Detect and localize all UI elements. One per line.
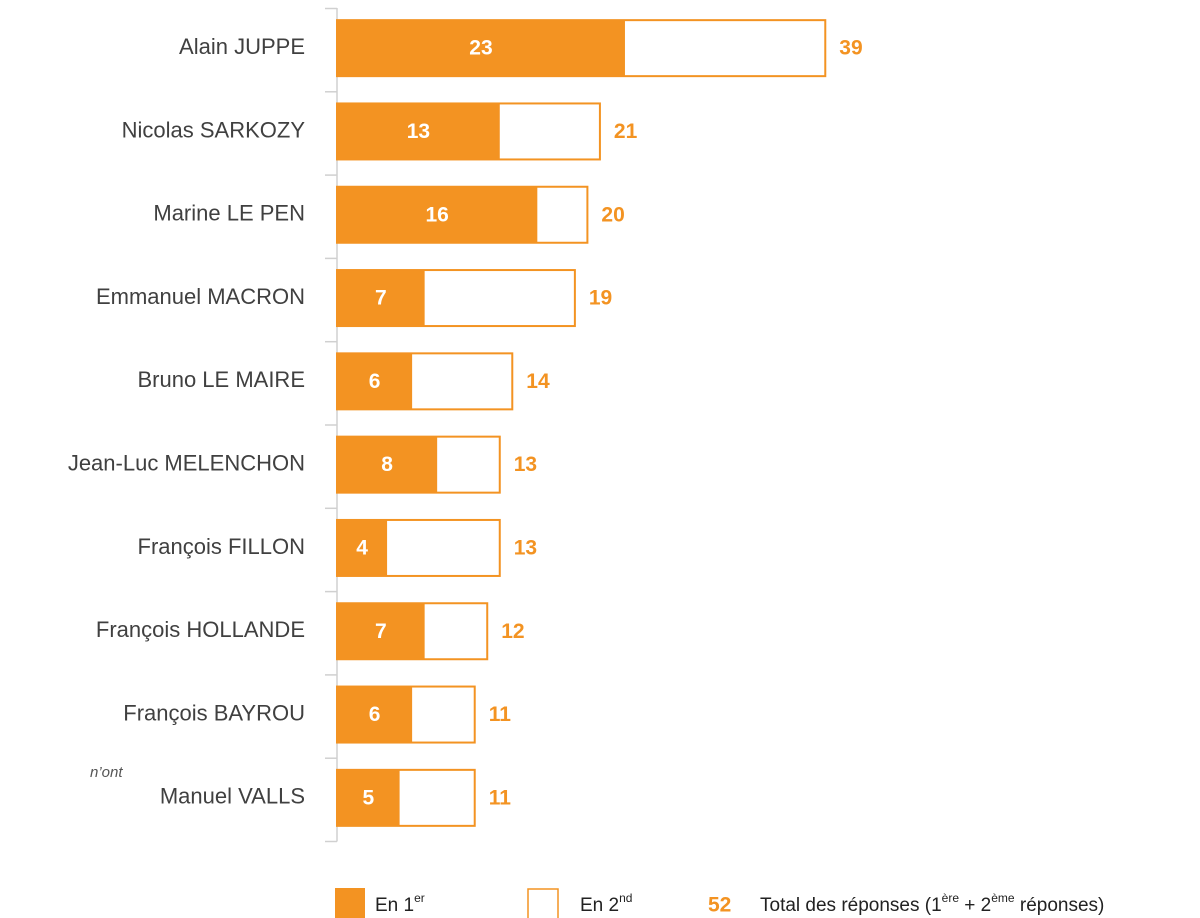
legend-text-part: réponses) — [1015, 895, 1105, 916]
legend-label: En 2nd — [580, 891, 632, 916]
category-label: Manuel VALLS — [160, 784, 305, 809]
first-value-label: 16 — [425, 203, 448, 226]
total-value-label: 14 — [526, 370, 550, 393]
total-value-label: 21 — [614, 120, 638, 143]
legend-label: Total des réponses (1ère + 2ème réponses… — [760, 891, 1104, 916]
first-bar — [337, 186, 538, 243]
category-label: Jean-Luc MELENCHON — [68, 450, 305, 475]
first-value-label: 4 — [356, 536, 368, 559]
first-value-label: 6 — [369, 370, 381, 393]
first-value-label: 7 — [375, 287, 387, 310]
legend-label: En 1er — [375, 891, 425, 916]
category-label: Emmanuel MACRON — [96, 284, 305, 309]
category-label: François BAYROU — [123, 700, 305, 725]
note: n’ont — [90, 764, 123, 781]
category-label: François FILLON — [138, 534, 306, 559]
first-value-label: 7 — [375, 620, 387, 643]
legend-text-part: nd — [619, 891, 632, 905]
first-bar — [337, 519, 388, 576]
first-bar — [337, 603, 425, 660]
category-label: Marine LE PEN — [153, 201, 305, 226]
legend-sample: 52 — [708, 894, 731, 917]
total-value-label: 11 — [489, 786, 512, 809]
first-bar — [337, 686, 413, 743]
legend-text-part: ème — [991, 891, 1015, 905]
legend-swatch — [527, 888, 559, 918]
first-value-label: 23 — [469, 37, 492, 60]
legend-text-part: er — [414, 891, 425, 905]
category-label: Nicolas SARKOZY — [122, 117, 306, 142]
first-value-label: 6 — [369, 703, 381, 726]
total-value-label: 13 — [514, 536, 537, 559]
total-value-label: 39 — [839, 37, 862, 60]
first-bar — [337, 20, 625, 77]
total-value-label: 13 — [514, 453, 537, 476]
total-value-label: 19 — [589, 287, 612, 310]
first-value-label: 13 — [407, 120, 430, 143]
first-value-label: 5 — [362, 786, 374, 809]
category-label: Bruno LE MAIRE — [137, 367, 305, 392]
legend-text-part: ère — [942, 891, 960, 905]
first-bar — [337, 353, 413, 410]
total-value-label: 20 — [601, 203, 624, 226]
legend-swatch — [335, 888, 365, 918]
total-value-label: 12 — [501, 620, 524, 643]
legend-text-part: En 2 — [580, 895, 619, 916]
category-label: François HOLLANDE — [96, 617, 305, 642]
first-value-label: 8 — [381, 453, 393, 476]
total-value-label: 11 — [489, 703, 512, 726]
legend-text-part: Total des réponses (1 — [760, 895, 942, 916]
legend-text-part: + 2 — [959, 895, 991, 916]
category-label: Alain JUPPE — [179, 34, 305, 59]
first-bar — [337, 270, 425, 327]
legend-text-part: En 1 — [375, 895, 414, 916]
first-bar — [337, 769, 400, 826]
first-bar — [337, 103, 500, 160]
first-bar — [337, 436, 438, 493]
